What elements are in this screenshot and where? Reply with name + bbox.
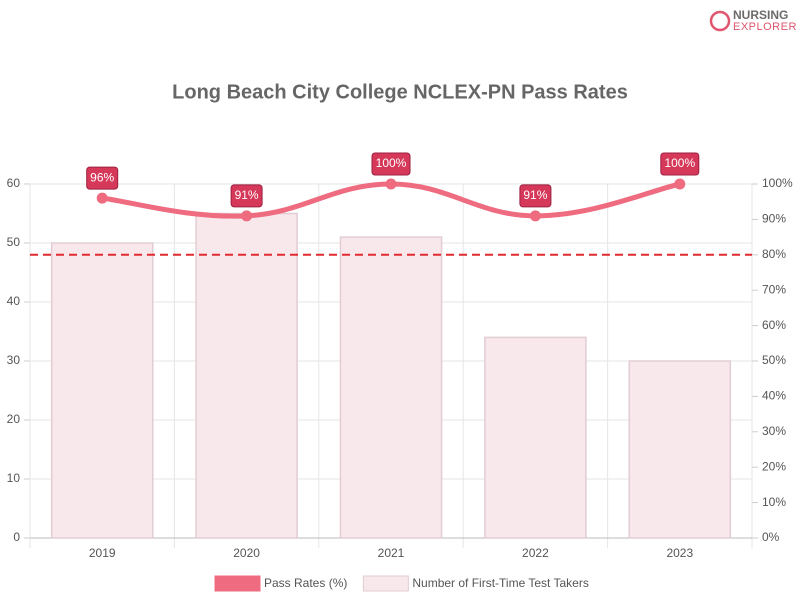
y-tick-label: 40 <box>7 294 21 308</box>
data-label-text: 100% <box>664 156 695 170</box>
y2-tick-label: 40% <box>762 389 786 403</box>
y2-tick-label: 70% <box>762 282 786 296</box>
bar <box>339 236 443 539</box>
point <box>96 192 108 204</box>
data-label-text: 96% <box>90 170 114 184</box>
data-label-box <box>660 152 700 176</box>
x-tick-label: 2020 <box>233 546 260 560</box>
chart-title: Long Beach City College NCLEX-PN Pass Ra… <box>172 81 628 103</box>
y2-tick-label: 100% <box>762 176 793 190</box>
y2-tick-label: 30% <box>762 424 786 438</box>
logo: NURSING EXPLORER <box>709 8 797 33</box>
legend-label: Number of First-Time Test Takers <box>412 576 588 590</box>
y2-tick-label: 50% <box>762 353 786 367</box>
bar <box>50 242 154 539</box>
y-tick-label: 50 <box>7 235 21 249</box>
y-tick-label: 10 <box>7 471 21 485</box>
data-label-box <box>371 152 411 176</box>
legend-swatch <box>362 575 409 592</box>
data-label-text: 91% <box>523 188 547 202</box>
y-tick-label: 60 <box>7 176 21 190</box>
y2-tick-label: 80% <box>762 247 786 261</box>
y2-tick-label: 90% <box>762 212 786 226</box>
data-label-text: 100% <box>376 156 407 170</box>
data-label: 100% <box>660 152 700 176</box>
bar <box>195 212 298 539</box>
legend-swatch <box>214 575 261 592</box>
logo-icon <box>709 10 731 32</box>
logo-text: NURSING <box>733 8 788 22</box>
y-tick-label: 20 <box>7 412 21 426</box>
legend-label: Pass Rates (%) <box>264 576 347 590</box>
x-tick-label: 2019 <box>89 546 116 560</box>
x-tick-label: 2023 <box>666 546 693 560</box>
point <box>241 210 253 222</box>
x-tick-label: 2022 <box>522 546 549 560</box>
y-tick-label: 0 <box>13 530 20 544</box>
point <box>674 178 686 190</box>
data-label: 100% <box>371 152 411 176</box>
point <box>529 210 541 222</box>
y-tick-label: 30 <box>7 353 21 367</box>
data-label-box <box>519 184 552 208</box>
bar <box>628 360 732 539</box>
data-label: 96% <box>86 166 119 190</box>
y2-tick-label: 10% <box>762 495 786 509</box>
x-tick-label: 2021 <box>378 546 405 560</box>
data-label-box <box>230 184 263 208</box>
y2-tick-label: 20% <box>762 459 786 473</box>
y2-tick-label: 0% <box>762 530 780 544</box>
data-label-box <box>86 166 119 190</box>
data-label: 91% <box>519 184 552 208</box>
point <box>385 178 397 190</box>
data-label: 91% <box>230 184 263 208</box>
bar <box>484 336 587 539</box>
data-label-text: 91% <box>235 188 259 202</box>
y2-tick-label: 60% <box>762 318 786 332</box>
logo-text: EXPLORER <box>733 21 797 33</box>
